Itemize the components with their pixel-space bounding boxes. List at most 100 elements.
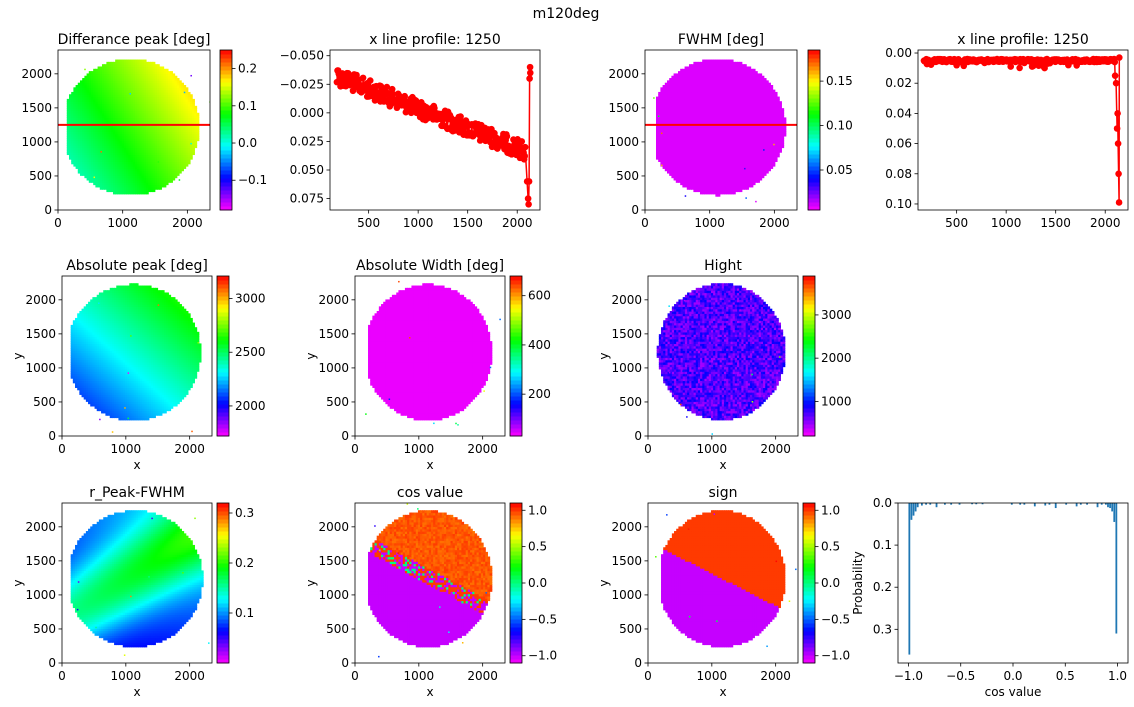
heatmap-cell	[770, 126, 774, 130]
heatmap-cell	[75, 131, 79, 135]
heatmap-cell	[66, 115, 70, 119]
heatmap-cell	[655, 147, 659, 151]
heatmap-cell	[121, 177, 125, 181]
heatmap-cell	[79, 122, 83, 125]
heatmap-cell	[680, 149, 683, 153]
heatmap-cell	[93, 154, 96, 158]
heatmap-cell	[159, 66, 162, 70]
heatmap-cell	[86, 117, 90, 121]
heatmap-cell	[172, 91, 176, 95]
heatmap-cell	[697, 166, 701, 169]
heatmap-cell	[673, 159, 677, 162]
heatmap-cell	[189, 156, 193, 160]
heatmap-cell	[108, 80, 112, 84]
heatmap-cell	[88, 140, 92, 144]
heatmap-cell	[77, 91, 81, 95]
heatmap-cell	[192, 145, 195, 149]
heatmap-cell	[79, 128, 83, 132]
heatmap-cell	[715, 161, 719, 165]
heatmap-cell	[757, 175, 760, 179]
heatmap-cell	[143, 101, 147, 105]
heatmap-cell	[161, 89, 165, 93]
heatmap-cell	[130, 186, 134, 190]
heatmap-cell	[132, 112, 136, 116]
heatmap-cell	[123, 133, 127, 137]
heatmap-cell	[150, 147, 154, 151]
heatmap-cell	[95, 126, 99, 130]
heatmap-cell	[84, 96, 88, 100]
heatmap-cell	[132, 75, 136, 79]
heatmap-cell	[706, 179, 710, 183]
heatmap-cell	[715, 159, 719, 162]
heatmap-cell	[130, 89, 134, 93]
heatmap-cell	[704, 126, 708, 130]
heatmap-cell	[95, 87, 99, 91]
heatmap-cell	[141, 66, 145, 70]
heatmap-cell	[71, 159, 74, 162]
heatmap-cell	[743, 147, 747, 151]
heatmap-cell	[680, 154, 683, 158]
heatmap-cell	[97, 80, 101, 84]
heatmap-cell	[717, 117, 721, 121]
heatmap-cell	[106, 73, 110, 77]
heatmap-cell	[185, 112, 189, 116]
heatmap-cell	[143, 149, 147, 153]
heatmap-cell	[161, 147, 165, 151]
heatmap-cell	[112, 96, 116, 100]
heatmap-cell	[97, 172, 101, 176]
heatmap-cell	[152, 149, 156, 153]
heatmap-cell	[121, 61, 125, 65]
heatmap-cell	[735, 142, 738, 146]
heatmap-cell	[688, 115, 692, 119]
heatmap-cell	[99, 179, 103, 183]
heatmap-cell	[106, 68, 110, 72]
heatmap-cell	[112, 145, 116, 149]
heatmap-cell	[148, 172, 151, 176]
heatmap-cell	[148, 133, 151, 137]
heatmap-cell	[68, 135, 72, 139]
heatmap-cell	[86, 175, 90, 179]
heatmap-cell	[93, 135, 96, 139]
heatmap-cell	[150, 61, 154, 65]
heatmap-cell	[761, 152, 765, 156]
heatmap-cell	[77, 82, 81, 86]
heatmap-cell	[781, 138, 785, 142]
heatmap-cell	[693, 131, 697, 135]
heatmap-cell	[137, 128, 140, 132]
heatmap-cell	[152, 177, 156, 181]
heatmap-cell	[664, 149, 668, 153]
heatmap-cell	[90, 91, 94, 95]
heatmap-cell	[697, 156, 701, 160]
heatmap-cell	[719, 152, 723, 156]
heatmap-cell	[95, 131, 99, 135]
heatmap-cell	[112, 103, 116, 107]
heatmap-cell	[741, 156, 745, 160]
heatmap-cell	[110, 149, 114, 153]
heatmap-cell	[728, 172, 732, 176]
heatmap-cell	[139, 186, 143, 190]
heatmap-cell	[697, 186, 701, 190]
heatmap-cell	[671, 128, 675, 132]
heatmap-cell	[143, 64, 147, 68]
heatmap-cell	[163, 71, 167, 75]
heatmap-cell	[743, 179, 747, 183]
heatmap-cell	[145, 101, 149, 105]
heatmap-cell	[84, 166, 88, 169]
heatmap-cell	[101, 91, 105, 95]
heatmap-cell	[746, 186, 749, 190]
heatmap-cell	[137, 191, 140, 195]
heatmap-cell	[174, 149, 178, 153]
heatmap-cell	[66, 126, 70, 130]
heatmap-cell	[148, 166, 151, 169]
heatmap-cell	[117, 154, 121, 158]
heatmap-cell	[686, 149, 690, 153]
heatmap-cell	[161, 156, 165, 160]
heatmap-cell	[148, 68, 151, 72]
heatmap-cell	[137, 115, 140, 119]
heatmap-cell	[176, 126, 180, 130]
heatmap-cell	[660, 156, 664, 160]
heatmap-cell	[126, 175, 129, 179]
heatmap-cell	[106, 166, 110, 169]
heatmap-cell	[715, 170, 719, 174]
heatmap-cell	[82, 138, 85, 142]
